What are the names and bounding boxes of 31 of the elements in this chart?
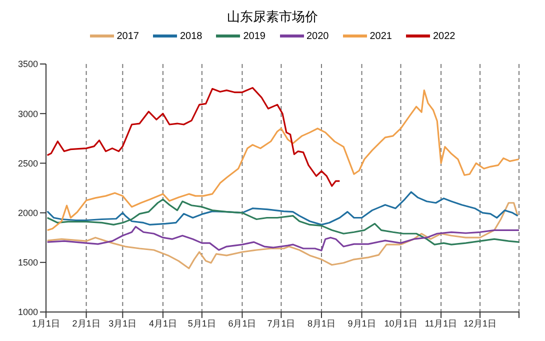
- y-tick-label: 2500: [18, 158, 38, 168]
- line-series: [46, 191, 518, 226]
- x-tick-label: 12月1日: [464, 318, 497, 328]
- line-series: [46, 202, 518, 270]
- legend-label: 2017: [116, 30, 139, 42]
- x-tick-label: 1月1日: [32, 318, 60, 328]
- x-tick-label: 3月1日: [108, 318, 137, 328]
- line-series: [46, 87, 340, 187]
- line-series: [46, 198, 519, 246]
- legend-label: 2021: [370, 30, 392, 42]
- x-tick-label: 7月1日: [267, 318, 296, 328]
- legend-label: 2019: [243, 30, 266, 42]
- y-tick-label: 3500: [18, 59, 38, 70]
- line-series: [46, 226, 519, 252]
- y-tick-label: 3000: [18, 108, 38, 119]
- x-tick-label: 2月1日: [72, 318, 100, 328]
- x-tick-label: 4月1日: [148, 318, 177, 328]
- y-tick-label: 1500: [18, 258, 38, 268]
- legend-label: 2020: [306, 30, 329, 42]
- x-tick-label: 8月1日: [307, 318, 336, 328]
- x-tick-label: 9月1日: [348, 318, 376, 328]
- line-series: [46, 89, 519, 232]
- x-tick-label: 5月1日: [188, 318, 216, 328]
- x-tick-label: 6月1日: [228, 318, 256, 328]
- legend-label: 2018: [180, 30, 202, 42]
- y-tick-label: 2000: [18, 208, 38, 218]
- chart-title: 山东尿素市场价: [226, 9, 319, 27]
- x-tick-label: 10月1日: [384, 318, 418, 328]
- y-tick-label: 1000: [18, 307, 38, 318]
- x-tick-label: 11月1日: [424, 318, 458, 328]
- legend-label: 2022: [433, 30, 456, 42]
